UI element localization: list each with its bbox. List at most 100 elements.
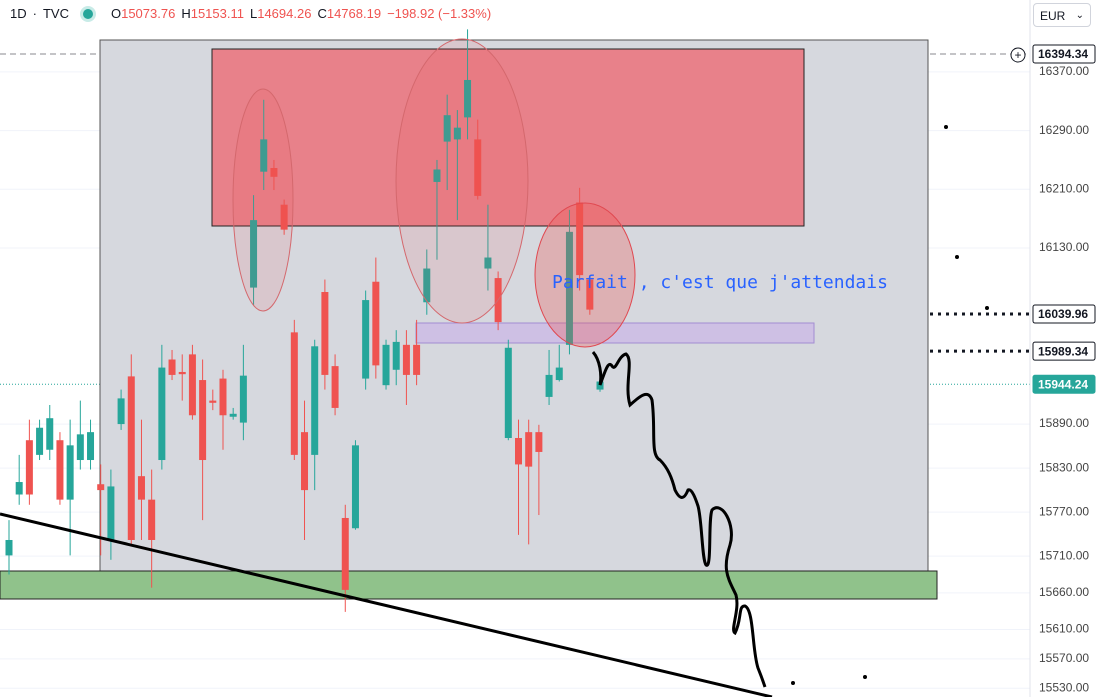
price-tag-label: 16039.96 xyxy=(1038,307,1088,321)
candle-body xyxy=(117,398,125,425)
highlight-ellipse xyxy=(534,202,636,348)
candle-body xyxy=(586,279,594,310)
candle-body xyxy=(137,476,145,500)
dot xyxy=(985,306,989,310)
y-tick-label: 15710.00 xyxy=(1039,548,1089,562)
candle-body xyxy=(351,445,359,529)
ohlc: O15073.76 H15153.11 L14694.26 C14768.19 xyxy=(111,6,381,21)
dot xyxy=(791,681,795,685)
dot xyxy=(863,675,867,679)
price-tag-label: 15944.24 xyxy=(1038,377,1088,391)
candle-body xyxy=(280,204,288,230)
candle-body xyxy=(107,486,115,540)
caret: ⌄ xyxy=(1075,10,1084,21)
candle-body xyxy=(76,434,84,461)
candle-body xyxy=(402,344,410,375)
candle-body xyxy=(56,440,64,500)
y-tick-label: 15660.00 xyxy=(1039,585,1089,599)
candle-body xyxy=(301,432,309,491)
candle-body xyxy=(474,139,482,196)
candle-body xyxy=(15,482,23,495)
plus-button[interactable] xyxy=(1010,47,1026,63)
y-tick-label: 15830.00 xyxy=(1039,460,1089,474)
trend-line xyxy=(0,512,773,697)
candle-body xyxy=(5,539,13,556)
ohlc-value: 15153.11 xyxy=(190,6,244,21)
candle-body xyxy=(127,376,135,540)
candle-body xyxy=(362,300,370,379)
status-dot xyxy=(82,8,93,19)
ohlc-key: L xyxy=(249,6,258,21)
ohlc-item: C14768.19 xyxy=(317,6,381,21)
ohlc-value: 15073.76 xyxy=(121,6,176,21)
y-tick-label: 15570.00 xyxy=(1039,651,1089,665)
candle-body xyxy=(382,344,390,386)
candle-body xyxy=(219,378,227,416)
candle-body xyxy=(209,400,217,403)
price-tag xyxy=(1032,304,1096,324)
candle-body xyxy=(270,168,278,177)
annotation: Parfait , c'est que j'attendais xyxy=(552,272,888,293)
candle-body xyxy=(199,380,207,461)
separator: · xyxy=(32,6,37,21)
candle-body xyxy=(464,79,472,118)
candle-body xyxy=(239,375,247,423)
candle-body xyxy=(515,438,522,465)
candle-body xyxy=(484,257,492,269)
ohlc-item: O15073.76 xyxy=(111,6,175,21)
candle-body xyxy=(260,139,268,172)
candle-body xyxy=(372,281,380,366)
candle-body xyxy=(392,341,400,370)
candle-body xyxy=(148,499,156,540)
candle-body xyxy=(525,432,533,467)
source: TVC xyxy=(42,6,69,21)
candle-body xyxy=(555,367,563,381)
price-tag xyxy=(1032,44,1096,64)
ohlc-key: C xyxy=(317,6,327,21)
candle-body xyxy=(545,374,553,397)
candle-body xyxy=(46,418,54,450)
forecast-path xyxy=(591,351,767,688)
currency-select[interactable]: EUR ⌄ xyxy=(1033,3,1091,27)
plus-icon: + xyxy=(1014,48,1021,62)
candle-body xyxy=(423,268,431,303)
price-axis: 16370.00 16290.00 16210.00 16130.00 15890.00… xyxy=(1032,44,1096,694)
y-tick-label: 16210.00 xyxy=(1039,181,1089,195)
candle-body xyxy=(178,371,186,375)
y-tick-label: 15770.00 xyxy=(1039,504,1089,518)
y-tick-label: 15610.00 xyxy=(1039,622,1089,636)
candles xyxy=(5,29,604,612)
support-zone xyxy=(0,570,938,600)
candle-body xyxy=(36,427,44,455)
dot xyxy=(944,125,948,129)
candle-body xyxy=(229,413,237,417)
ohlc-key: H xyxy=(181,6,191,21)
candle-body xyxy=(66,445,74,500)
candle-body xyxy=(341,517,349,590)
candle-body xyxy=(535,432,543,452)
candle-body xyxy=(311,346,319,455)
y-tick-label: 15890.00 xyxy=(1039,416,1089,430)
ohlc-item: H15153.11 xyxy=(181,6,244,21)
candle-body xyxy=(331,366,339,408)
candle-body xyxy=(443,115,451,142)
y-tick-label: 15530.00 xyxy=(1039,680,1089,694)
price-tag xyxy=(1032,341,1096,361)
candle-body xyxy=(25,440,33,495)
candle-body xyxy=(168,359,176,375)
ohlc-value: 14768.19 xyxy=(326,6,382,21)
change: −198.92 (−1.33%) xyxy=(387,6,492,21)
header: 1D · TVC O15073.76 H15153.11 L14694.26 C1476… xyxy=(10,6,491,21)
candle-body xyxy=(433,169,441,182)
candle-body xyxy=(565,231,573,345)
price-tag-label: 15989.34 xyxy=(1038,344,1088,358)
candle-body xyxy=(576,202,584,276)
y-tick-label: 16130.00 xyxy=(1039,240,1089,254)
dot xyxy=(955,255,959,259)
ohlc-item: L14694.26 xyxy=(250,6,311,21)
price-tag xyxy=(1032,374,1096,394)
candle-body xyxy=(453,127,461,140)
currency: EUR xyxy=(1040,9,1066,23)
